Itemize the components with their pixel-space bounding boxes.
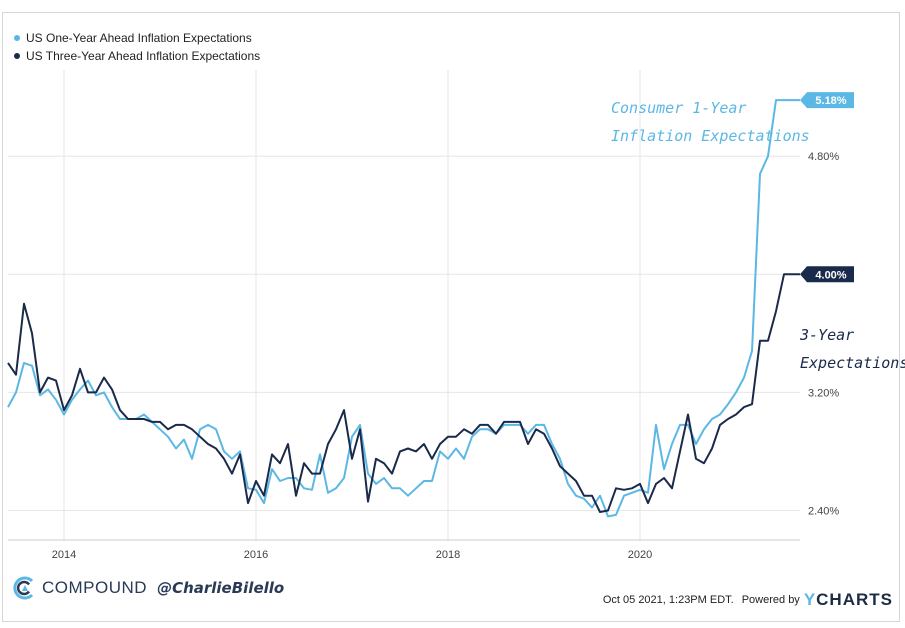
ycharts-logo-text: CHARTS bbox=[816, 590, 893, 609]
annotation-one-year: Consumer 1-Year Inflation Expectations bbox=[611, 94, 810, 150]
annotation-three-year-line1: 3-Year bbox=[800, 326, 855, 344]
legend-label-three-year: US Three-Year Ahead Inflation Expectatio… bbox=[26, 49, 261, 63]
compound-logo[interactable]: COMPOUND @CharlieBilello bbox=[12, 575, 284, 601]
annotation-three-year-line2: Expectations bbox=[800, 354, 905, 372]
legend-marker-one-year bbox=[14, 35, 20, 41]
x-tick-label-2016: 2016 bbox=[244, 549, 268, 561]
annotation-one-year-line2: Inflation Expectations bbox=[611, 127, 810, 145]
y-tick-label-3.20pct: 3.20% bbox=[808, 387, 839, 399]
x-tick-label-2020: 2020 bbox=[628, 549, 652, 561]
ycharts-logo-y: Y bbox=[803, 590, 817, 609]
series-line-three-year bbox=[7, 273, 800, 513]
legend-label-one-year: US One-Year Ahead Inflation Expectations bbox=[26, 31, 252, 45]
annotation-three-year: 3-Year Expectations bbox=[800, 321, 905, 377]
legend-marker-three-year bbox=[14, 53, 20, 59]
powered-by-label: Powered by bbox=[741, 594, 800, 606]
x-tick-label-2018: 2018 bbox=[436, 549, 460, 561]
ycharts-logo[interactable]: YCHARTS bbox=[804, 590, 893, 610]
series-line-one-year bbox=[7, 99, 800, 518]
end-label-three-year: 4.00% bbox=[815, 269, 846, 281]
x-tick-label-2014: 2014 bbox=[52, 549, 76, 561]
compound-brand-name: COMPOUND bbox=[42, 578, 148, 597]
legend-item-one-year[interactable]: US One-Year Ahead Inflation Expectations bbox=[14, 29, 260, 47]
annotation-one-year-line1: Consumer 1-Year bbox=[611, 99, 747, 117]
y-tick-label-4.80pct: 4.80% bbox=[808, 151, 839, 163]
legend: US One-Year Ahead Inflation Expectations… bbox=[14, 29, 260, 65]
twitter-handle[interactable]: @CharlieBilello bbox=[157, 579, 285, 597]
legend-item-three-year[interactable]: US Three-Year Ahead Inflation Expectatio… bbox=[14, 47, 260, 65]
compound-logo-icon bbox=[13, 576, 34, 600]
end-label-one-year: 5.18% bbox=[815, 95, 846, 107]
timestamp: Oct 05 2021, 1:23PM EDT. bbox=[602, 594, 734, 606]
footer-credits: Oct 05 2021, 1:23PM EDT. Powered by YCHA… bbox=[603, 590, 893, 610]
chart-border bbox=[2, 12, 900, 622]
end-label-box-three-year bbox=[800, 266, 854, 283]
end-label-box-one-year bbox=[800, 92, 854, 109]
y-tick-label-2.40pct: 2.40% bbox=[808, 505, 839, 517]
